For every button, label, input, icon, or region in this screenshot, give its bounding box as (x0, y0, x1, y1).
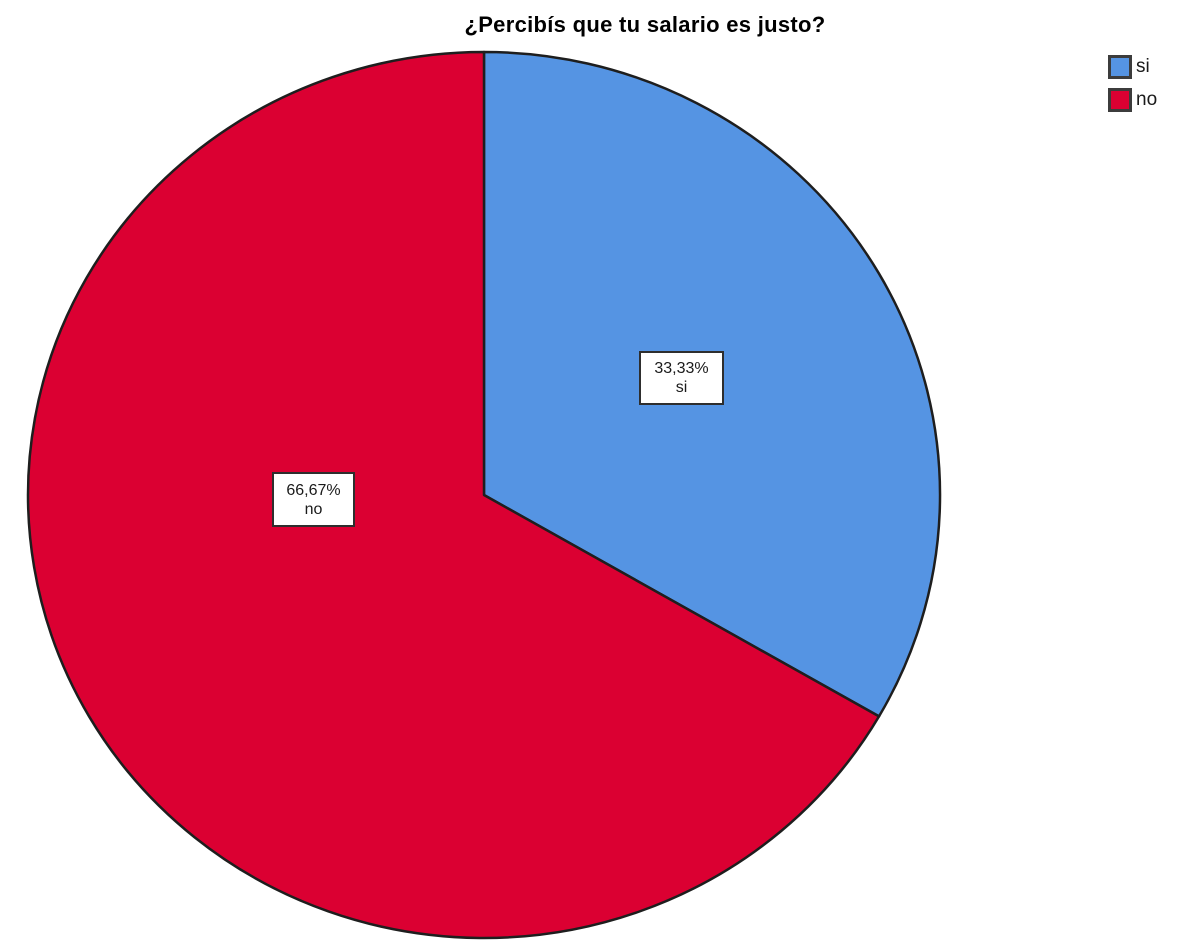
slice-label-no: 66,67% no (272, 472, 355, 527)
slice-label-category: si (675, 379, 688, 396)
legend-swatch-si (1108, 55, 1132, 79)
legend-label-no: no (1136, 89, 1158, 110)
slice-label-percent: 33,33% (654, 360, 709, 377)
legend-item-si: si (1108, 55, 1157, 79)
slice-label-si: 33,33% si (639, 351, 724, 405)
legend-label-si: si (1136, 56, 1150, 77)
legend: si no (1108, 55, 1157, 121)
slice-label-percent: 66,67% (286, 481, 341, 499)
legend-swatch-no (1108, 88, 1132, 112)
slice-label-category: no (304, 500, 323, 518)
legend-item-no: no (1108, 88, 1157, 112)
pie-slice-no (26, 50, 881, 940)
chart-title: ¿Percibís que tu salario es justo? (464, 12, 826, 37)
